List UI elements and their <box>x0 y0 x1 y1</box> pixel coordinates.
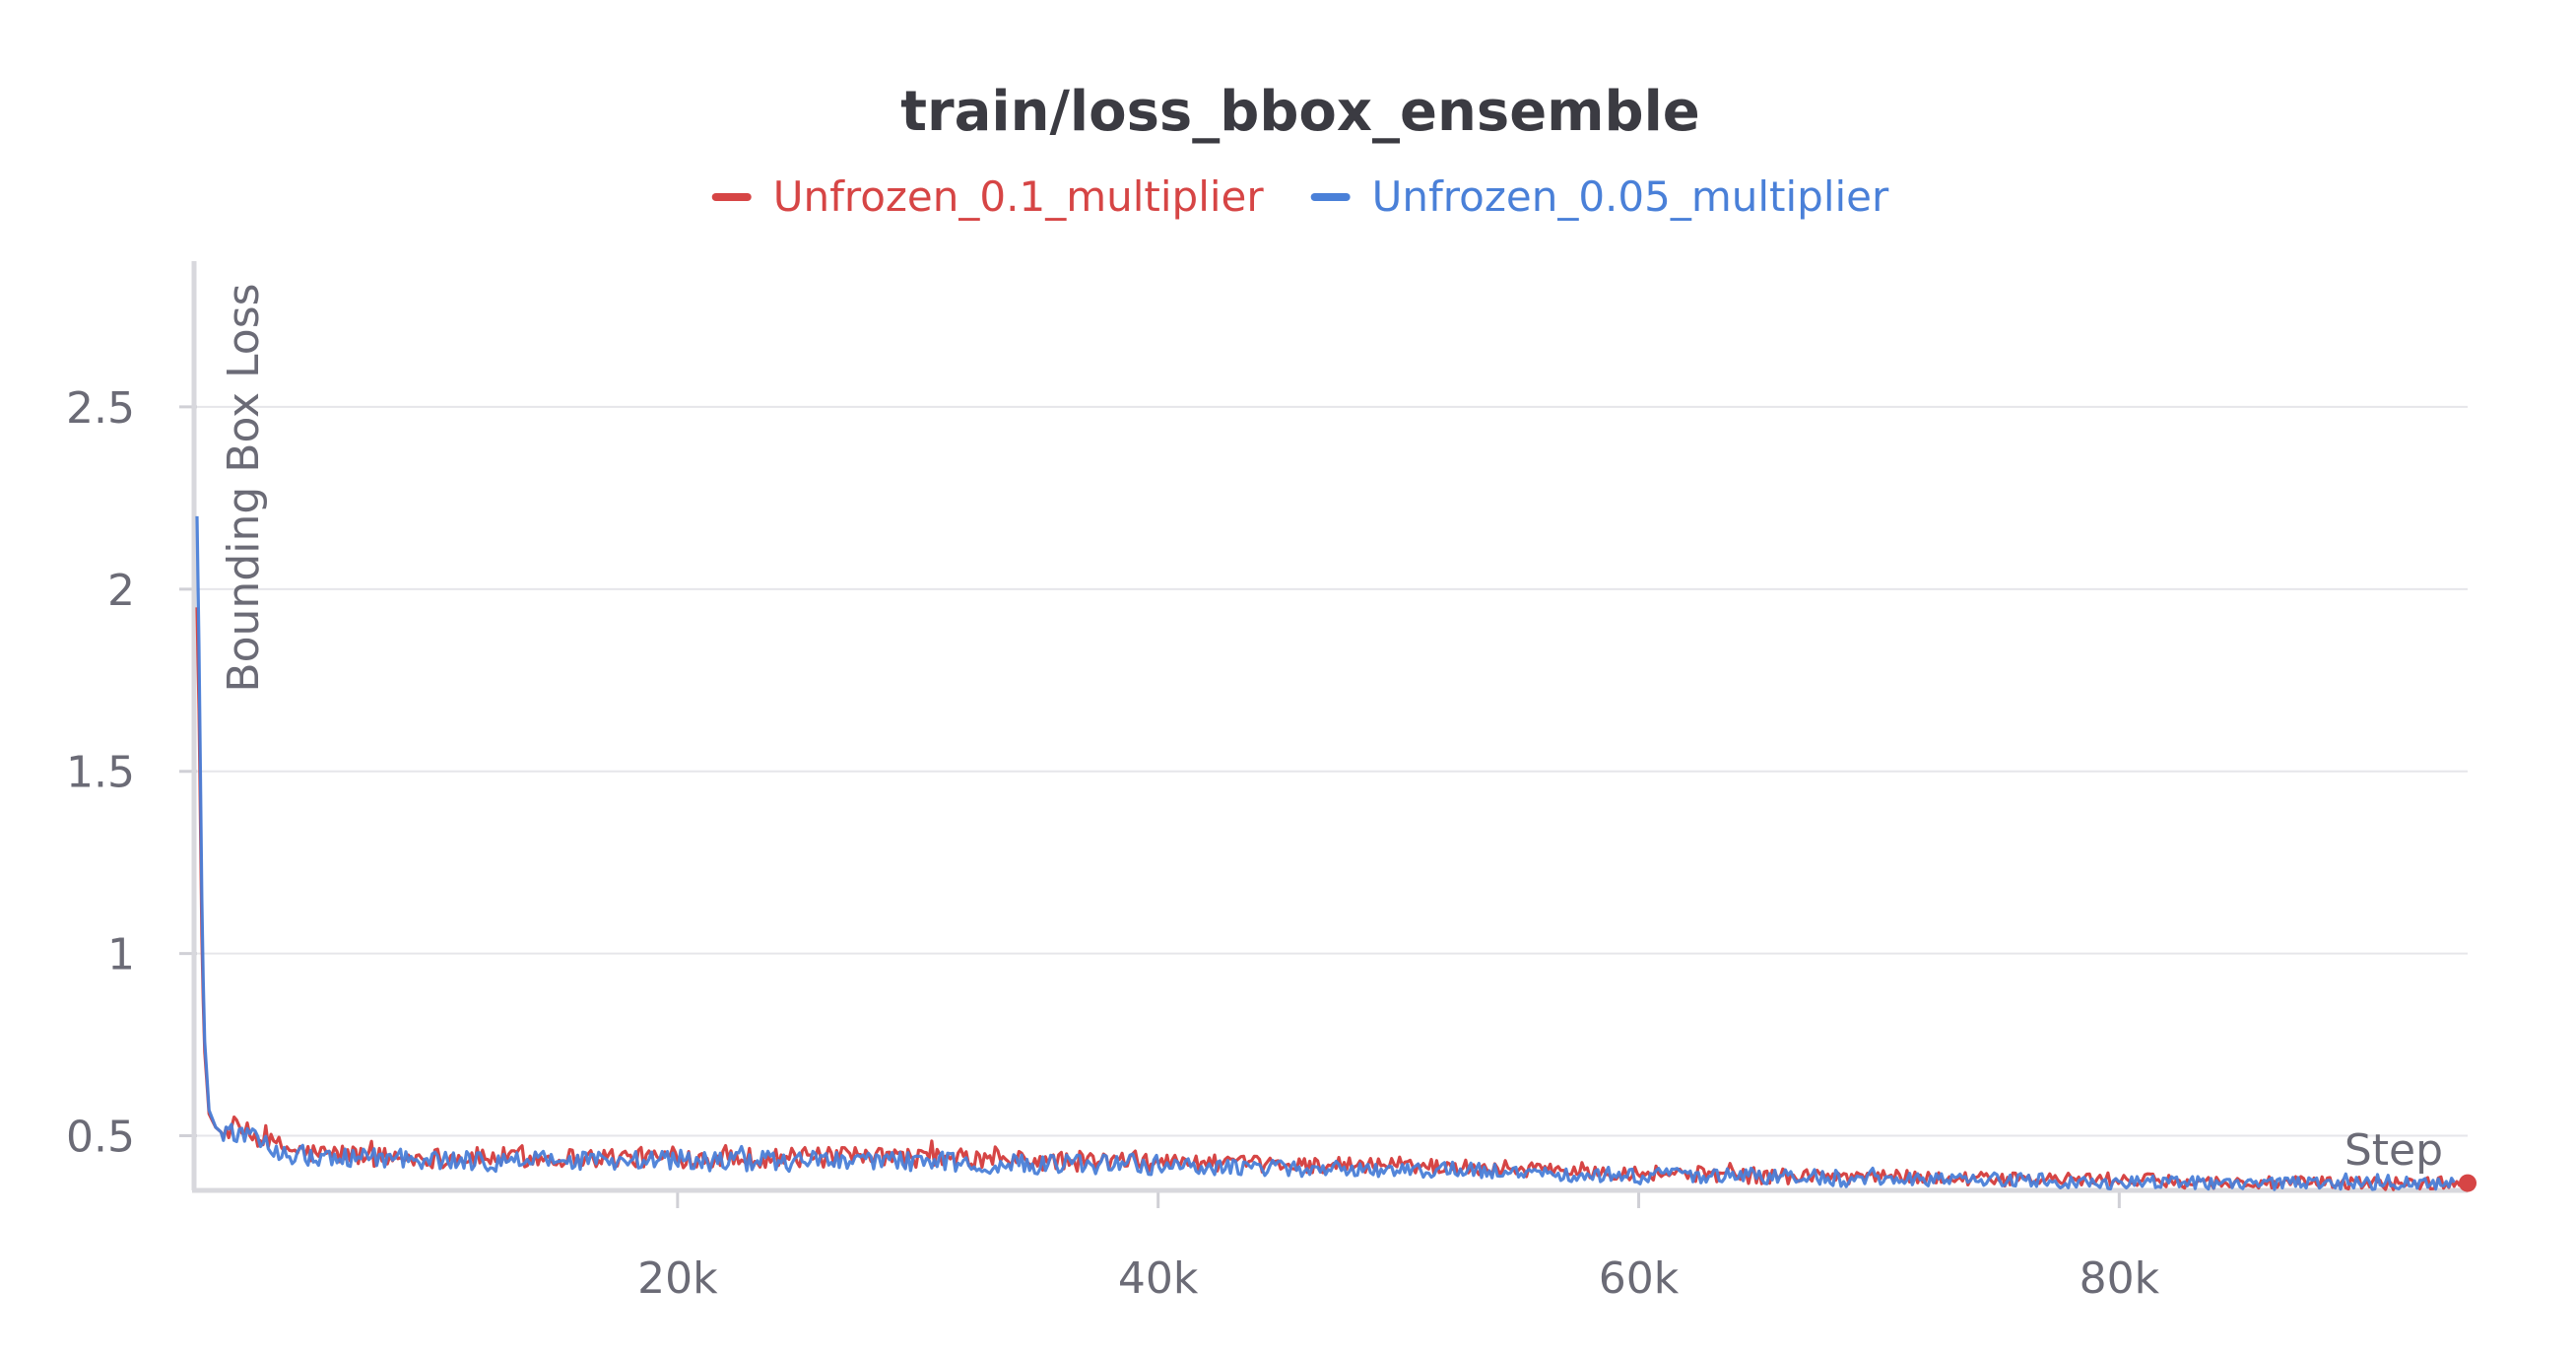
grid <box>197 405 2468 1137</box>
y-tick-label: 2.5 <box>66 383 135 434</box>
legend: Unfrozen_0.1_multiplier Unfrozen_0.05_mul… <box>711 172 1889 221</box>
legend-label: Unfrozen_0.05_multiplier <box>1372 172 1889 221</box>
x-tick-label: 60k <box>1599 1253 1680 1304</box>
x-axis-title: Step <box>2345 1125 2443 1176</box>
y-tick-label: 1 <box>107 930 135 981</box>
y-tick-label: 1.5 <box>66 748 135 798</box>
legend-label: Unfrozen_0.1_multiplier <box>773 172 1265 221</box>
legend-item[interactable]: Unfrozen_0.1_multiplier <box>711 172 1265 221</box>
y-axis-title: Bounding Box Loss <box>219 283 269 692</box>
x-tick-label: 80k <box>2080 1253 2160 1304</box>
series-layer <box>195 515 2477 1192</box>
x-tick-label: 20k <box>637 1253 718 1304</box>
y-tick-label: 0.5 <box>66 1113 135 1163</box>
y-tick-label: 2 <box>107 566 135 616</box>
chart-title: train/loss_bbox_ensemble <box>900 80 1700 144</box>
series-line[interactable] <box>195 607 2470 1191</box>
x-tick-label: 40k <box>1118 1253 1199 1304</box>
series-line[interactable] <box>195 515 2456 1191</box>
series-end-marker <box>2459 1174 2477 1192</box>
y-axis-ticks: 0.5 1 1.5 2 2.5 <box>66 383 197 1163</box>
legend-item[interactable]: Unfrozen_0.05_multiplier <box>1310 172 1889 221</box>
x-axis-ticks: 20k 40k 60k 80k <box>637 1190 2160 1304</box>
